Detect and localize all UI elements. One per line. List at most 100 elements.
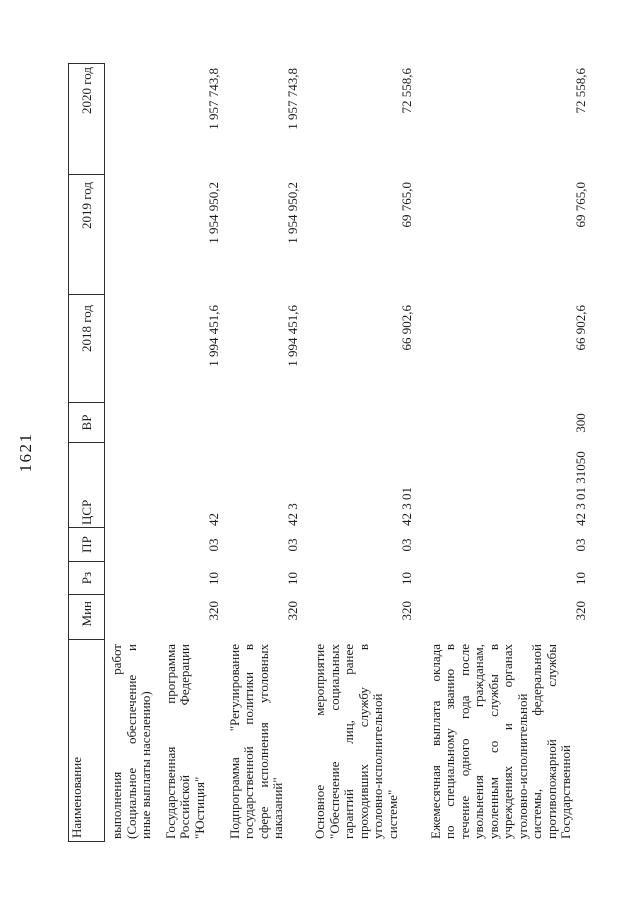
name-line: "Обеспечение социальных [326, 644, 342, 839]
column-header-y2018: 2018 год [69, 294, 104, 402]
y2018-value: 1 994 451,6 [206, 305, 221, 367]
y2019-cell [110, 175, 154, 295]
csr-cell: 42 3 01 31050 [429, 443, 589, 528]
name-line: Государственная программа [162, 644, 178, 839]
column-header-csr: ЦСР [69, 442, 104, 527]
table-row: выполнения работ (Социальное обеспечение … [109, 63, 154, 842]
column-header-pr: ПР [69, 527, 104, 561]
pr-cell: 03 [313, 528, 415, 562]
csr-value: 42 3 [284, 503, 300, 526]
pr-cell [110, 528, 154, 562]
y2020-cell: 72 558,6 [429, 63, 589, 175]
csr-cell: 42 3 [228, 443, 301, 528]
name-line: течение одного года после [456, 644, 472, 839]
min-cell: 320 [164, 595, 222, 640]
y2019-value: 1 954 950,2 [284, 182, 300, 244]
name-cell: Ежемесячная выплата оклада по специальном… [427, 640, 589, 842]
pr-value: 03 [399, 538, 414, 552]
y2020-cell: 1 957 743,8 [164, 63, 222, 175]
column-header-rz: Рз [69, 561, 104, 594]
rz-cell: 10 [164, 562, 222, 595]
name-cell: Государственная программа Российской Феде… [162, 640, 222, 842]
vr-value: 300 [572, 413, 588, 433]
y2019-value: 69 765,0 [572, 182, 588, 228]
line-spacer [574, 644, 589, 839]
vr-cell [164, 403, 222, 443]
y2018-cell: 1 994 451,6 [228, 295, 301, 403]
name-line: увольнения гражданам, [471, 644, 486, 839]
column-header-vr: ВР [69, 402, 104, 442]
page-number: 1621 [16, 432, 35, 473]
y2020-value: 72 558,6 [399, 68, 414, 114]
name-line: проходивших службу в [355, 644, 371, 839]
y2020-value: 72 558,6 [572, 68, 588, 114]
y2019-cell: 69 765,0 [313, 175, 415, 295]
line-spacer [400, 644, 415, 839]
name-line: учреждениях и органах [500, 644, 515, 839]
pr-value: 03 [284, 538, 300, 552]
column-header-min: Мин [69, 594, 104, 639]
name-line: выполнения работ [109, 644, 124, 839]
y2020-value: 1 957 743,8 [206, 68, 221, 130]
vr-cell [110, 403, 154, 443]
name-line: системе" [384, 789, 400, 839]
y2018-cell: 66 902,6 [313, 295, 415, 403]
y2020-cell: 72 558,6 [313, 63, 415, 175]
rz-cell: 10 [429, 562, 589, 595]
column-header-name: Наименование [69, 639, 104, 841]
table-body: выполнения работ (Социальное обеспечение … [109, 63, 589, 842]
name-line: по специальному званию в [442, 644, 457, 839]
y2018-cell [110, 295, 154, 403]
y2019-value: 69 765,0 [399, 182, 414, 228]
y2019-value: 1 954 950,2 [206, 182, 221, 244]
name-line: Российской Федерации [177, 644, 192, 839]
name-line: уголовно-исполнительной [514, 693, 530, 839]
name-line: Ежемесячная выплата оклада [427, 644, 443, 839]
csr-value: 42 3 01 31050 [572, 451, 588, 526]
name-line: сфере исполнения уголовных [255, 644, 271, 839]
vr-cell [313, 403, 415, 443]
name-line: наказаний" [270, 777, 285, 839]
budget-table: Наименование Мин Рз ПР ЦСР ВР 2018 год 2019 год… [68, 63, 588, 842]
min-cell: 320 [228, 595, 301, 640]
name-line: "Юстиция" [191, 776, 207, 839]
name-line: Государственной [558, 744, 573, 839]
y2020-cell [110, 63, 154, 175]
table-row: Подпрограмма "Регулирование государственн… [226, 63, 301, 842]
name-cell: Подпрограмма "Регулирование государственн… [226, 640, 301, 842]
rz-cell: 10 [313, 562, 415, 595]
vr-cell: 300 [429, 403, 589, 443]
table-header-row: Наименование Мин Рз ПР ЦСР ВР 2018 год 2019 год… [68, 63, 105, 842]
table-row: Государственная программа Российской Феде… [162, 63, 222, 842]
column-header-y2019: 2019 год [69, 174, 104, 294]
line-spacer [286, 644, 301, 839]
min-cell: 320 [313, 595, 415, 640]
pr-cell: 03 [228, 528, 301, 562]
csr-value: 42 [206, 513, 221, 526]
name-line: системы, федеральной [529, 644, 544, 839]
pr-cell: 03 [429, 528, 589, 562]
rz-value: 10 [284, 572, 300, 585]
rz-cell [110, 562, 154, 595]
name-line: иные выплаты населению) [138, 691, 153, 839]
rz-value: 10 [206, 572, 221, 585]
name-line: уголовно-исполнительной [370, 693, 385, 839]
name-line: Основное мероприятие [312, 644, 327, 839]
min-value: 320 [206, 601, 221, 621]
table-row: Основное мероприятие "Обеспечение социаль… [312, 63, 415, 842]
csr-value: 42 3 01 [399, 487, 414, 526]
csr-cell: 42 3 01 [313, 443, 415, 528]
name-cell: выполнения работ (Социальное обеспечение … [109, 640, 154, 842]
csr-cell: 42 [164, 443, 222, 528]
name-cell: Основное мероприятие "Обеспечение социаль… [312, 640, 415, 842]
name-line: Подпрограмма "Регулирование [226, 644, 242, 839]
y2018-cell: 66 902,6 [429, 295, 589, 403]
y2019-cell: 1 954 950,2 [228, 175, 301, 295]
name-line: (Социальное обеспечение и [123, 644, 139, 839]
y2019-cell: 1 954 950,2 [164, 175, 222, 295]
y2018-value: 66 902,6 [572, 305, 588, 351]
y2018-value: 1 994 451,6 [284, 305, 300, 367]
min-cell: 320 [429, 595, 589, 640]
min-cell [110, 595, 154, 640]
